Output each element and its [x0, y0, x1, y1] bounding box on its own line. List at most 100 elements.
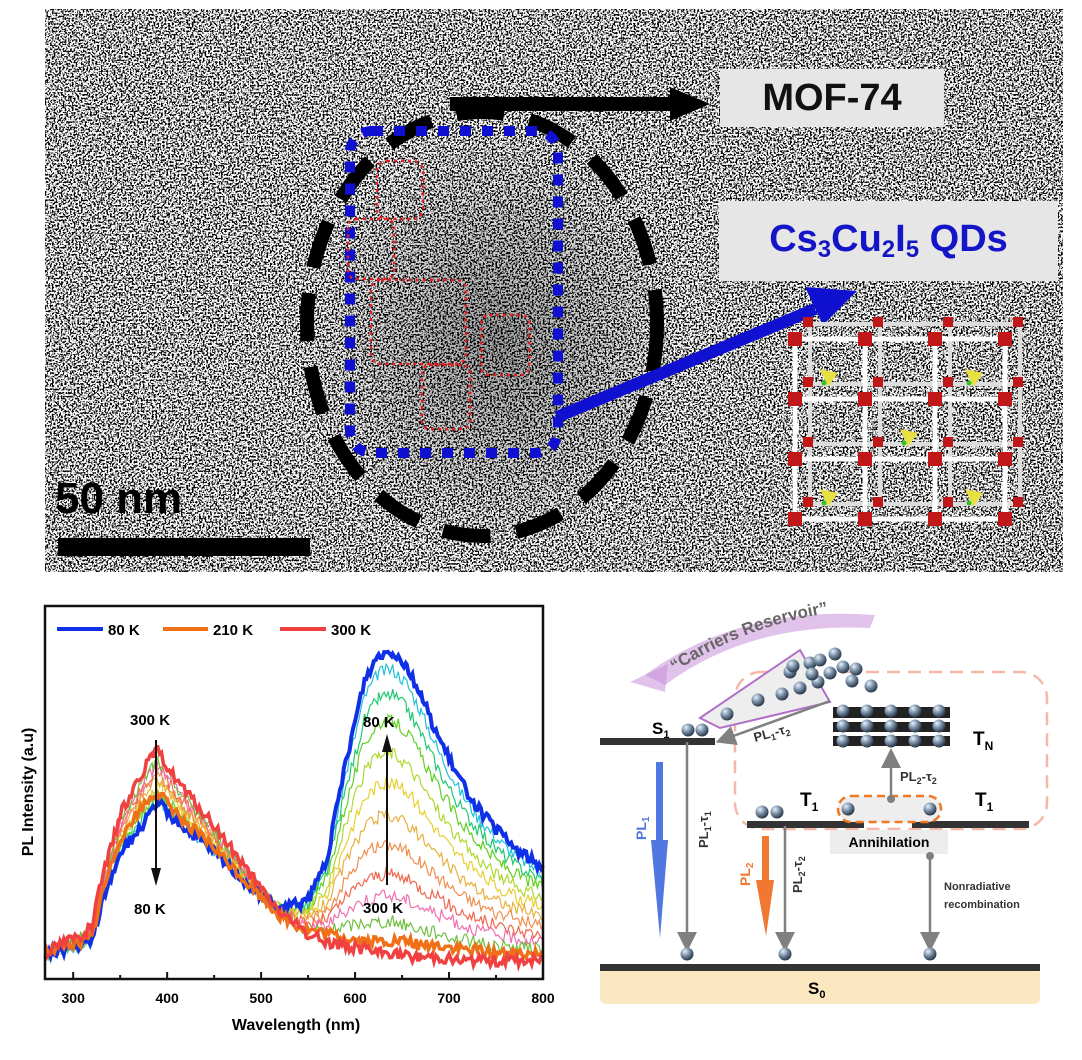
pl2-arrow-shaft	[762, 836, 769, 882]
pl2-tau2-down-label: PL2-τ2	[790, 856, 807, 893]
carrier-particle	[864, 679, 878, 693]
carrier-particle	[860, 704, 874, 718]
carrier-particle	[836, 734, 850, 748]
carrier-particle	[860, 719, 874, 733]
annotation-80k-right: 80 K	[363, 714, 395, 731]
x-tick-label: 700	[437, 990, 461, 1006]
pl2-arrowhead-icon	[756, 880, 774, 936]
mof-label: MOF-74	[720, 69, 944, 127]
y-axis-label: PL Intensity (a.u)	[20, 728, 37, 857]
x-tick-label: 500	[249, 990, 273, 1006]
arrow-up-icon	[382, 734, 392, 752]
series-layer	[43, 649, 545, 973]
nanocrystal-box	[479, 313, 531, 377]
carrier-particle	[908, 704, 922, 718]
t1-label-right: T1	[975, 790, 994, 814]
chart-svg: 300 400 500 600 700 800 80 K 210 K 300 K 300 …	[20, 604, 555, 1034]
carrier-particle	[836, 704, 850, 718]
scale-bar	[58, 538, 310, 556]
pl1-label: PL1	[633, 816, 652, 840]
carrier-particle	[923, 802, 937, 816]
carrier-particle	[860, 734, 874, 748]
mof-outline	[300, 105, 664, 543]
qd-formula: Cs3Cu2I5 QDs	[769, 218, 1008, 264]
diagram-svg: S0 “Carriers Reservoir” S1 TN T1 T1 Anni…	[600, 598, 1049, 1004]
nanocrystal-box	[346, 217, 396, 281]
mof-lattice-icon	[788, 317, 1023, 526]
legend-label-210k: 210 K	[213, 622, 253, 639]
s1-level	[600, 738, 715, 745]
arrowhead-icon	[670, 87, 710, 121]
carrier-particle	[845, 674, 859, 688]
pl-spectrum-chart: 300 400 500 600 700 800 80 K 210 K 300 K 300 …	[0, 590, 560, 1055]
x-tick-label: 600	[343, 990, 367, 1006]
pl1-arrow-shaft	[656, 762, 663, 842]
carrier-particle	[813, 653, 827, 667]
ticks-layer: 300 400 500 600 700 800	[62, 972, 555, 1006]
energy-level-diagram: S0 “Carriers Reservoir” S1 TN T1 T1 Anni…	[590, 590, 1060, 1020]
legend: 80 K 210 K 300 K	[57, 622, 371, 639]
annihilation-label-bg	[830, 830, 948, 854]
carrier-particle	[908, 719, 922, 733]
annotation-300k-left: 300 K	[130, 712, 170, 729]
carrier-particle	[805, 667, 819, 681]
nonradiative-label-line2: recombination	[944, 899, 1020, 911]
x-tick-label: 300	[62, 990, 86, 1006]
annihilation-oval	[836, 794, 943, 824]
carrier-particle	[695, 723, 709, 737]
qd-formula-subscript: 5	[905, 236, 920, 263]
series-line-300k	[43, 744, 545, 973]
carrier-particle	[720, 707, 734, 721]
carrier-particle	[770, 805, 784, 819]
carrier-particle	[908, 734, 922, 748]
carrier-particle	[823, 666, 837, 680]
qd-formula-part: Cs	[769, 218, 818, 260]
arrow-origin-dot	[887, 795, 895, 803]
series-line-80k	[44, 649, 545, 964]
carrier-particle	[932, 719, 946, 733]
arrowhead-icon	[805, 287, 857, 325]
carrier-particle	[793, 681, 807, 695]
s0-band	[600, 968, 1040, 1004]
s1-label: S1	[652, 719, 669, 741]
triplet-region-box	[733, 670, 1049, 831]
annihilation-label: Annihilation	[849, 834, 930, 850]
carrier-particle	[778, 947, 792, 961]
series-line-210k	[43, 789, 545, 963]
qd-formula-part: Cu	[831, 218, 882, 260]
carrier-particle	[884, 734, 898, 748]
qd-formula-subscript: 2	[881, 236, 896, 263]
carrier-particle	[932, 704, 946, 718]
carrier-particle	[828, 647, 842, 661]
pl1-arrowhead-icon	[651, 840, 668, 938]
legend-label-80k: 80 K	[108, 622, 140, 639]
qd-pointer-arrow	[554, 303, 818, 423]
s0-label: S0	[808, 979, 825, 1001]
carrier-particle	[841, 802, 855, 816]
annotation-80k-left: 80 K	[134, 901, 166, 918]
pl1-tau2-label: PL1-τ2	[752, 721, 792, 747]
qd-formula-part: QDs	[919, 218, 1008, 260]
qd-formula-part: I	[895, 218, 906, 260]
nanocrystal-box	[375, 159, 425, 221]
qd-region-outline	[345, 126, 563, 458]
t1-label-left: T1	[800, 790, 819, 814]
nanocrystal-box	[369, 278, 468, 366]
reservoir-arrow	[645, 613, 875, 685]
x-axis-label: Wavelength (nm)	[232, 1017, 360, 1034]
pl1-tau1-label: PL1-τ1	[696, 811, 713, 848]
carrier-particle	[932, 734, 946, 748]
arrow-down-icon	[151, 868, 161, 886]
carrier-particle	[786, 659, 800, 673]
pl1-tau2-arrow	[715, 699, 831, 746]
tn-label: TN	[973, 729, 993, 753]
annotation-300k-right: 300 K	[363, 900, 403, 917]
carrier-particle	[836, 719, 850, 733]
x-tick-label: 400	[155, 990, 179, 1006]
t1-level-left	[747, 821, 864, 828]
nonradiative-label-line1: Nonradiative	[944, 881, 1011, 893]
carrier-particle	[751, 693, 765, 707]
reservoir-arrowhead-icon	[630, 664, 668, 692]
carrier-particle	[775, 687, 789, 701]
s0-level	[600, 964, 1040, 971]
